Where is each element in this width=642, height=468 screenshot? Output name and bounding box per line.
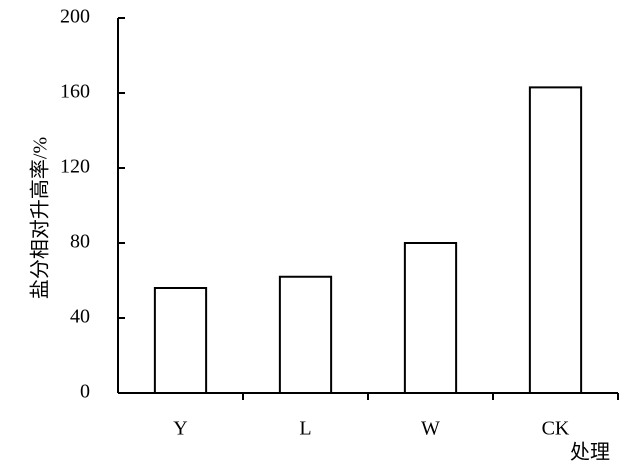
bar [153, 287, 208, 394]
y-tick-label: 80 [70, 231, 90, 253]
x-tick-label: Y [173, 418, 187, 440]
y-axis-label: 盐分相对升高率/% [29, 137, 52, 299]
x-tick-label: W [421, 418, 440, 440]
x-tick-label: L [299, 418, 311, 440]
x-tick-label: CK [542, 418, 570, 440]
y-tick-label: 160 [60, 81, 90, 103]
y-tick-label: 0 [80, 381, 90, 403]
bar [528, 86, 583, 394]
bar [278, 275, 333, 394]
y-tick-label: 120 [60, 156, 90, 178]
y-tick-label: 40 [70, 306, 90, 328]
x-axis-label: 处理 [570, 441, 610, 464]
y-tick-label: 200 [60, 6, 90, 28]
bar [403, 242, 458, 394]
